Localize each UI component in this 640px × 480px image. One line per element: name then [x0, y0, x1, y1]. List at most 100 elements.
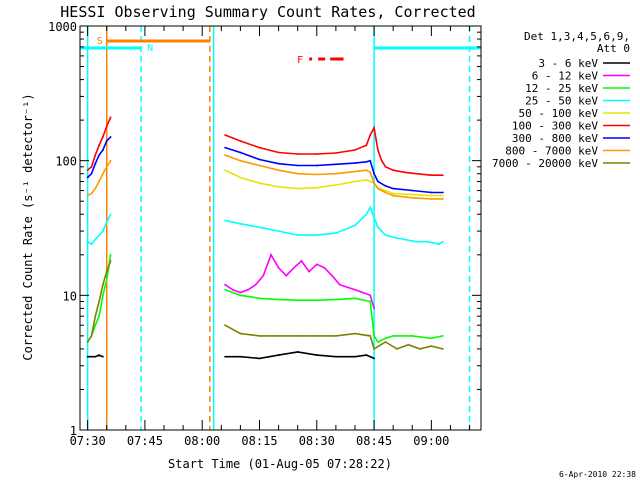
- data-point-6-0: [86, 176, 89, 179]
- data-point-2-20: [411, 334, 414, 337]
- data-point-0-15: [373, 357, 375, 360]
- data-point-7-22: [430, 198, 433, 200]
- data-point-7-9: [258, 164, 261, 167]
- data-point-6-20: [392, 187, 395, 190]
- data-point-7-18: [376, 187, 379, 190]
- data-point-3-25: [438, 243, 440, 246]
- data-point-4-14: [411, 193, 414, 196]
- data-point-8-8: [239, 332, 242, 335]
- data-point-7-21: [411, 196, 414, 199]
- data-point-1-11: [308, 270, 311, 273]
- data-point-3-15: [365, 213, 368, 216]
- data-point-1-20: [373, 307, 375, 310]
- data-point-2-7: [224, 288, 227, 291]
- data-point-8-17: [384, 341, 387, 343]
- data-point-1-2: [239, 291, 242, 294]
- data-point-5-3: [98, 144, 100, 147]
- data-point-0-6: [239, 355, 242, 358]
- data-point-8-13: [334, 334, 337, 337]
- data-point-1-12: [315, 263, 318, 266]
- data-point-5-13: [334, 152, 337, 154]
- data-point-5-21: [392, 169, 395, 172]
- data-point-6-22: [430, 191, 433, 194]
- data-point-0-1: [90, 355, 93, 358]
- data-point-2-18: [384, 337, 387, 340]
- data-point-5-0: [86, 169, 89, 172]
- data-point-5-18: [376, 149, 379, 151]
- data-point-6-15: [365, 160, 368, 163]
- data-point-7-16: [369, 171, 372, 174]
- data-point-3-12: [315, 234, 318, 237]
- data-point-6-16: [369, 159, 372, 162]
- data-point-0-8: [277, 354, 280, 356]
- data-point-4-15: [430, 194, 433, 197]
- data-point-6-5: [105, 140, 108, 142]
- data-point-6-10: [277, 162, 280, 165]
- data-point-4-9: [369, 180, 372, 183]
- x-tick-label: 08:45: [356, 434, 392, 448]
- data-point-2-14: [354, 297, 356, 300]
- data-point-4-6: [334, 184, 337, 186]
- data-point-8-4: [102, 283, 104, 286]
- data-point-5-20: [384, 165, 387, 168]
- data-point-5-9: [258, 146, 261, 149]
- legend-label: 25 - 50 keV: [525, 95, 598, 108]
- data-point-0-2: [94, 355, 97, 358]
- data-point-0-7: [258, 357, 261, 360]
- series-line-8-seg-1: [224, 324, 443, 351]
- data-point-2-13: [334, 298, 337, 301]
- data-point-4-4: [296, 187, 299, 190]
- data-point-0-9: [296, 351, 299, 353]
- data-point-2-3: [98, 315, 100, 318]
- data-point-8-0: [86, 341, 89, 343]
- data-point-6-13: [334, 163, 337, 166]
- data-point-7-19: [384, 191, 387, 194]
- data-point-6-17: [373, 172, 375, 175]
- data-point-2-8: [239, 294, 242, 297]
- data-point-3-23: [415, 240, 417, 243]
- data-point-4-1: [239, 176, 242, 179]
- data-point-6-18: [376, 180, 379, 183]
- data-point-6-7: [224, 146, 227, 149]
- data-point-7-14: [354, 170, 356, 173]
- y-tick-label: 1: [70, 424, 77, 438]
- data-point-1-14: [331, 274, 333, 277]
- data-point-4-3: [277, 185, 280, 188]
- data-point-7-13: [334, 172, 337, 175]
- data-point-4-2: [258, 182, 261, 185]
- data-point-3-1: [90, 243, 93, 246]
- legend-title: Det 1,3,4,5,6,9,: [524, 30, 630, 43]
- data-point-5-16: [369, 134, 372, 136]
- legend-label: 3 - 6 keV: [538, 57, 598, 70]
- data-point-1-10: [300, 260, 303, 262]
- data-point-3-4: [102, 230, 104, 232]
- series-line-2-seg-1: [224, 289, 443, 344]
- data-point-8-2: [94, 315, 97, 318]
- data-point-6-19: [384, 184, 387, 187]
- data-point-5-24: [430, 174, 433, 177]
- data-point-8-6: [109, 260, 112, 262]
- interval-label-n: N: [147, 43, 153, 54]
- data-point-3-17: [373, 216, 375, 219]
- data-point-7-0: [86, 194, 89, 197]
- data-point-2-10: [277, 298, 280, 301]
- data-point-2-11: [296, 299, 299, 302]
- data-point-7-10: [277, 169, 280, 172]
- legend-subtitle: Att 0: [597, 42, 630, 55]
- data-point-3-18: [376, 226, 379, 229]
- data-point-3-24: [426, 240, 429, 243]
- data-point-3-26: [441, 240, 444, 243]
- data-point-3-21: [392, 236, 395, 239]
- data-point-6-8: [239, 151, 242, 154]
- legend-label: 7000 - 20000 keV: [492, 157, 598, 170]
- data-point-1-16: [346, 286, 349, 289]
- data-point-0-14: [369, 355, 372, 358]
- data-point-8-5: [105, 270, 108, 273]
- data-point-3-0: [86, 240, 89, 243]
- data-point-1-0: [224, 283, 227, 286]
- data-point-7-4: [102, 172, 104, 175]
- data-point-1-8: [285, 274, 288, 277]
- data-point-5-10: [277, 151, 280, 154]
- data-point-7-7: [224, 154, 227, 156]
